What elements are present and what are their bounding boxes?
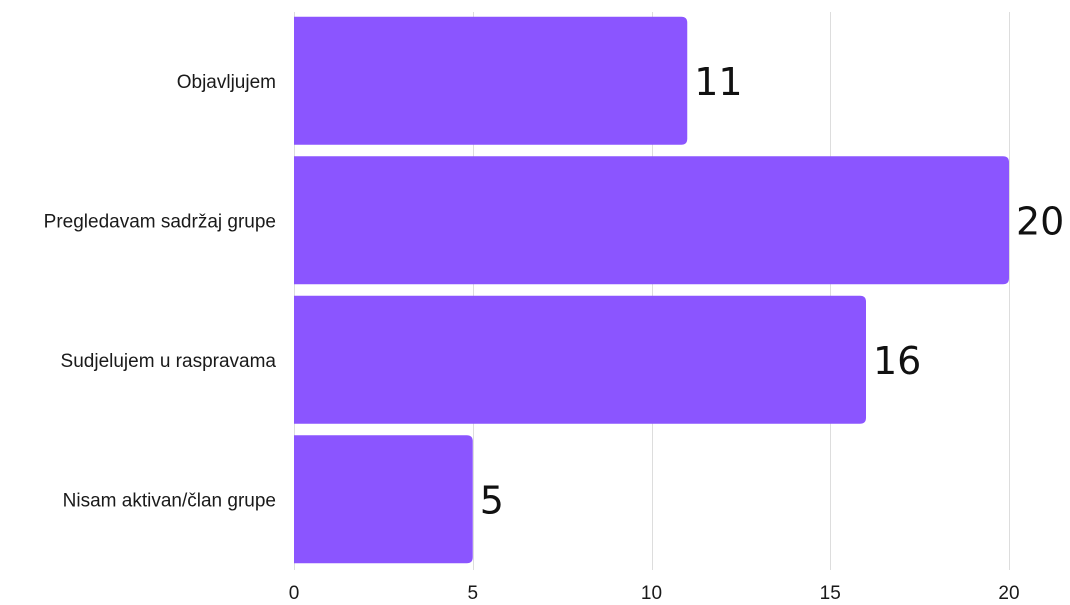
data-label: 16: [873, 339, 921, 383]
x-tick-label: 10: [641, 583, 662, 604]
data-label: 20: [1016, 199, 1064, 243]
x-tick-label: 20: [998, 583, 1019, 604]
bar: [294, 295, 866, 424]
x-tick-label: 15: [820, 583, 841, 604]
category-labels: Objavljujem Pregledavam sadržaj grupe Sudj…: [44, 72, 277, 512]
category-label: Sudjelujem u raspravama: [61, 351, 277, 372]
category-label: Nisam aktivan/član grupe: [63, 490, 276, 511]
bars: [294, 16, 1009, 564]
bar: [294, 16, 688, 145]
x-tick-label: 5: [467, 583, 478, 604]
x-tick-label: 0: [289, 583, 300, 604]
bar: [294, 156, 1009, 285]
data-label: 11: [694, 60, 742, 104]
bar: [294, 435, 473, 564]
category-label: Pregledavam sadržaj grupe: [44, 211, 276, 232]
data-label: 5: [480, 478, 504, 522]
x-axis-tick-labels: 0 5 10 15 20: [289, 583, 1020, 604]
category-label: Objavljujem: [177, 72, 276, 93]
data-labels: 11 20 16 5: [480, 60, 1065, 523]
